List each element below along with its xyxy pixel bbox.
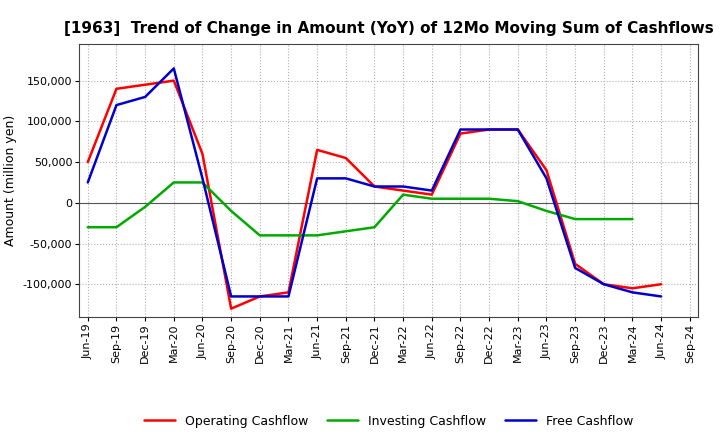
Free Cashflow [198, 176, 207, 181]
Operating Cashflow [456, 131, 465, 136]
Investing Cashflow [284, 233, 293, 238]
Free Cashflow [456, 127, 465, 132]
Free Cashflow [628, 290, 636, 295]
Free Cashflow [312, 176, 321, 181]
Investing Cashflow [169, 180, 178, 185]
Investing Cashflow [399, 192, 408, 197]
Investing Cashflow [628, 216, 636, 222]
Free Cashflow [600, 282, 608, 287]
Operating Cashflow [256, 294, 264, 299]
Investing Cashflow [370, 224, 379, 230]
Operating Cashflow [341, 155, 350, 161]
Y-axis label: Amount (million yen): Amount (million yen) [4, 115, 17, 246]
Investing Cashflow [542, 208, 551, 213]
Operating Cashflow [227, 306, 235, 311]
Operating Cashflow [428, 192, 436, 197]
Operating Cashflow [112, 86, 121, 92]
Investing Cashflow [600, 216, 608, 222]
Free Cashflow [657, 294, 665, 299]
Investing Cashflow [112, 224, 121, 230]
Operating Cashflow [169, 78, 178, 83]
Free Cashflow [84, 180, 92, 185]
Investing Cashflow [456, 196, 465, 202]
Operating Cashflow [628, 286, 636, 291]
Investing Cashflow [513, 198, 522, 204]
Investing Cashflow [141, 204, 150, 209]
Free Cashflow [341, 176, 350, 181]
Operating Cashflow [370, 184, 379, 189]
Free Cashflow [169, 66, 178, 71]
Line: Free Cashflow: Free Cashflow [88, 69, 661, 297]
Free Cashflow [542, 176, 551, 181]
Line: Operating Cashflow: Operating Cashflow [88, 81, 661, 308]
Operating Cashflow [542, 168, 551, 173]
Free Cashflow [571, 265, 580, 271]
Operating Cashflow [198, 151, 207, 157]
Free Cashflow [399, 184, 408, 189]
Line: Investing Cashflow: Investing Cashflow [88, 183, 632, 235]
Investing Cashflow [341, 229, 350, 234]
Free Cashflow [485, 127, 493, 132]
Operating Cashflow [284, 290, 293, 295]
Investing Cashflow [198, 180, 207, 185]
Investing Cashflow [84, 224, 92, 230]
Investing Cashflow [227, 208, 235, 213]
Free Cashflow [513, 127, 522, 132]
Operating Cashflow [312, 147, 321, 153]
Free Cashflow [256, 294, 264, 299]
Legend: Operating Cashflow, Investing Cashflow, Free Cashflow: Operating Cashflow, Investing Cashflow, … [139, 411, 639, 433]
Free Cashflow [112, 103, 121, 108]
Operating Cashflow [141, 82, 150, 88]
Free Cashflow [284, 294, 293, 299]
Free Cashflow [227, 294, 235, 299]
Operating Cashflow [84, 159, 92, 165]
Free Cashflow [141, 94, 150, 99]
Investing Cashflow [312, 233, 321, 238]
Operating Cashflow [513, 127, 522, 132]
Title: [1963]  Trend of Change in Amount (YoY) of 12Mo Moving Sum of Cashflows: [1963] Trend of Change in Amount (YoY) o… [64, 21, 714, 36]
Operating Cashflow [485, 127, 493, 132]
Operating Cashflow [600, 282, 608, 287]
Investing Cashflow [571, 216, 580, 222]
Investing Cashflow [256, 233, 264, 238]
Investing Cashflow [428, 196, 436, 202]
Operating Cashflow [657, 282, 665, 287]
Free Cashflow [370, 184, 379, 189]
Free Cashflow [428, 188, 436, 193]
Operating Cashflow [571, 261, 580, 267]
Investing Cashflow [485, 196, 493, 202]
Operating Cashflow [399, 188, 408, 193]
